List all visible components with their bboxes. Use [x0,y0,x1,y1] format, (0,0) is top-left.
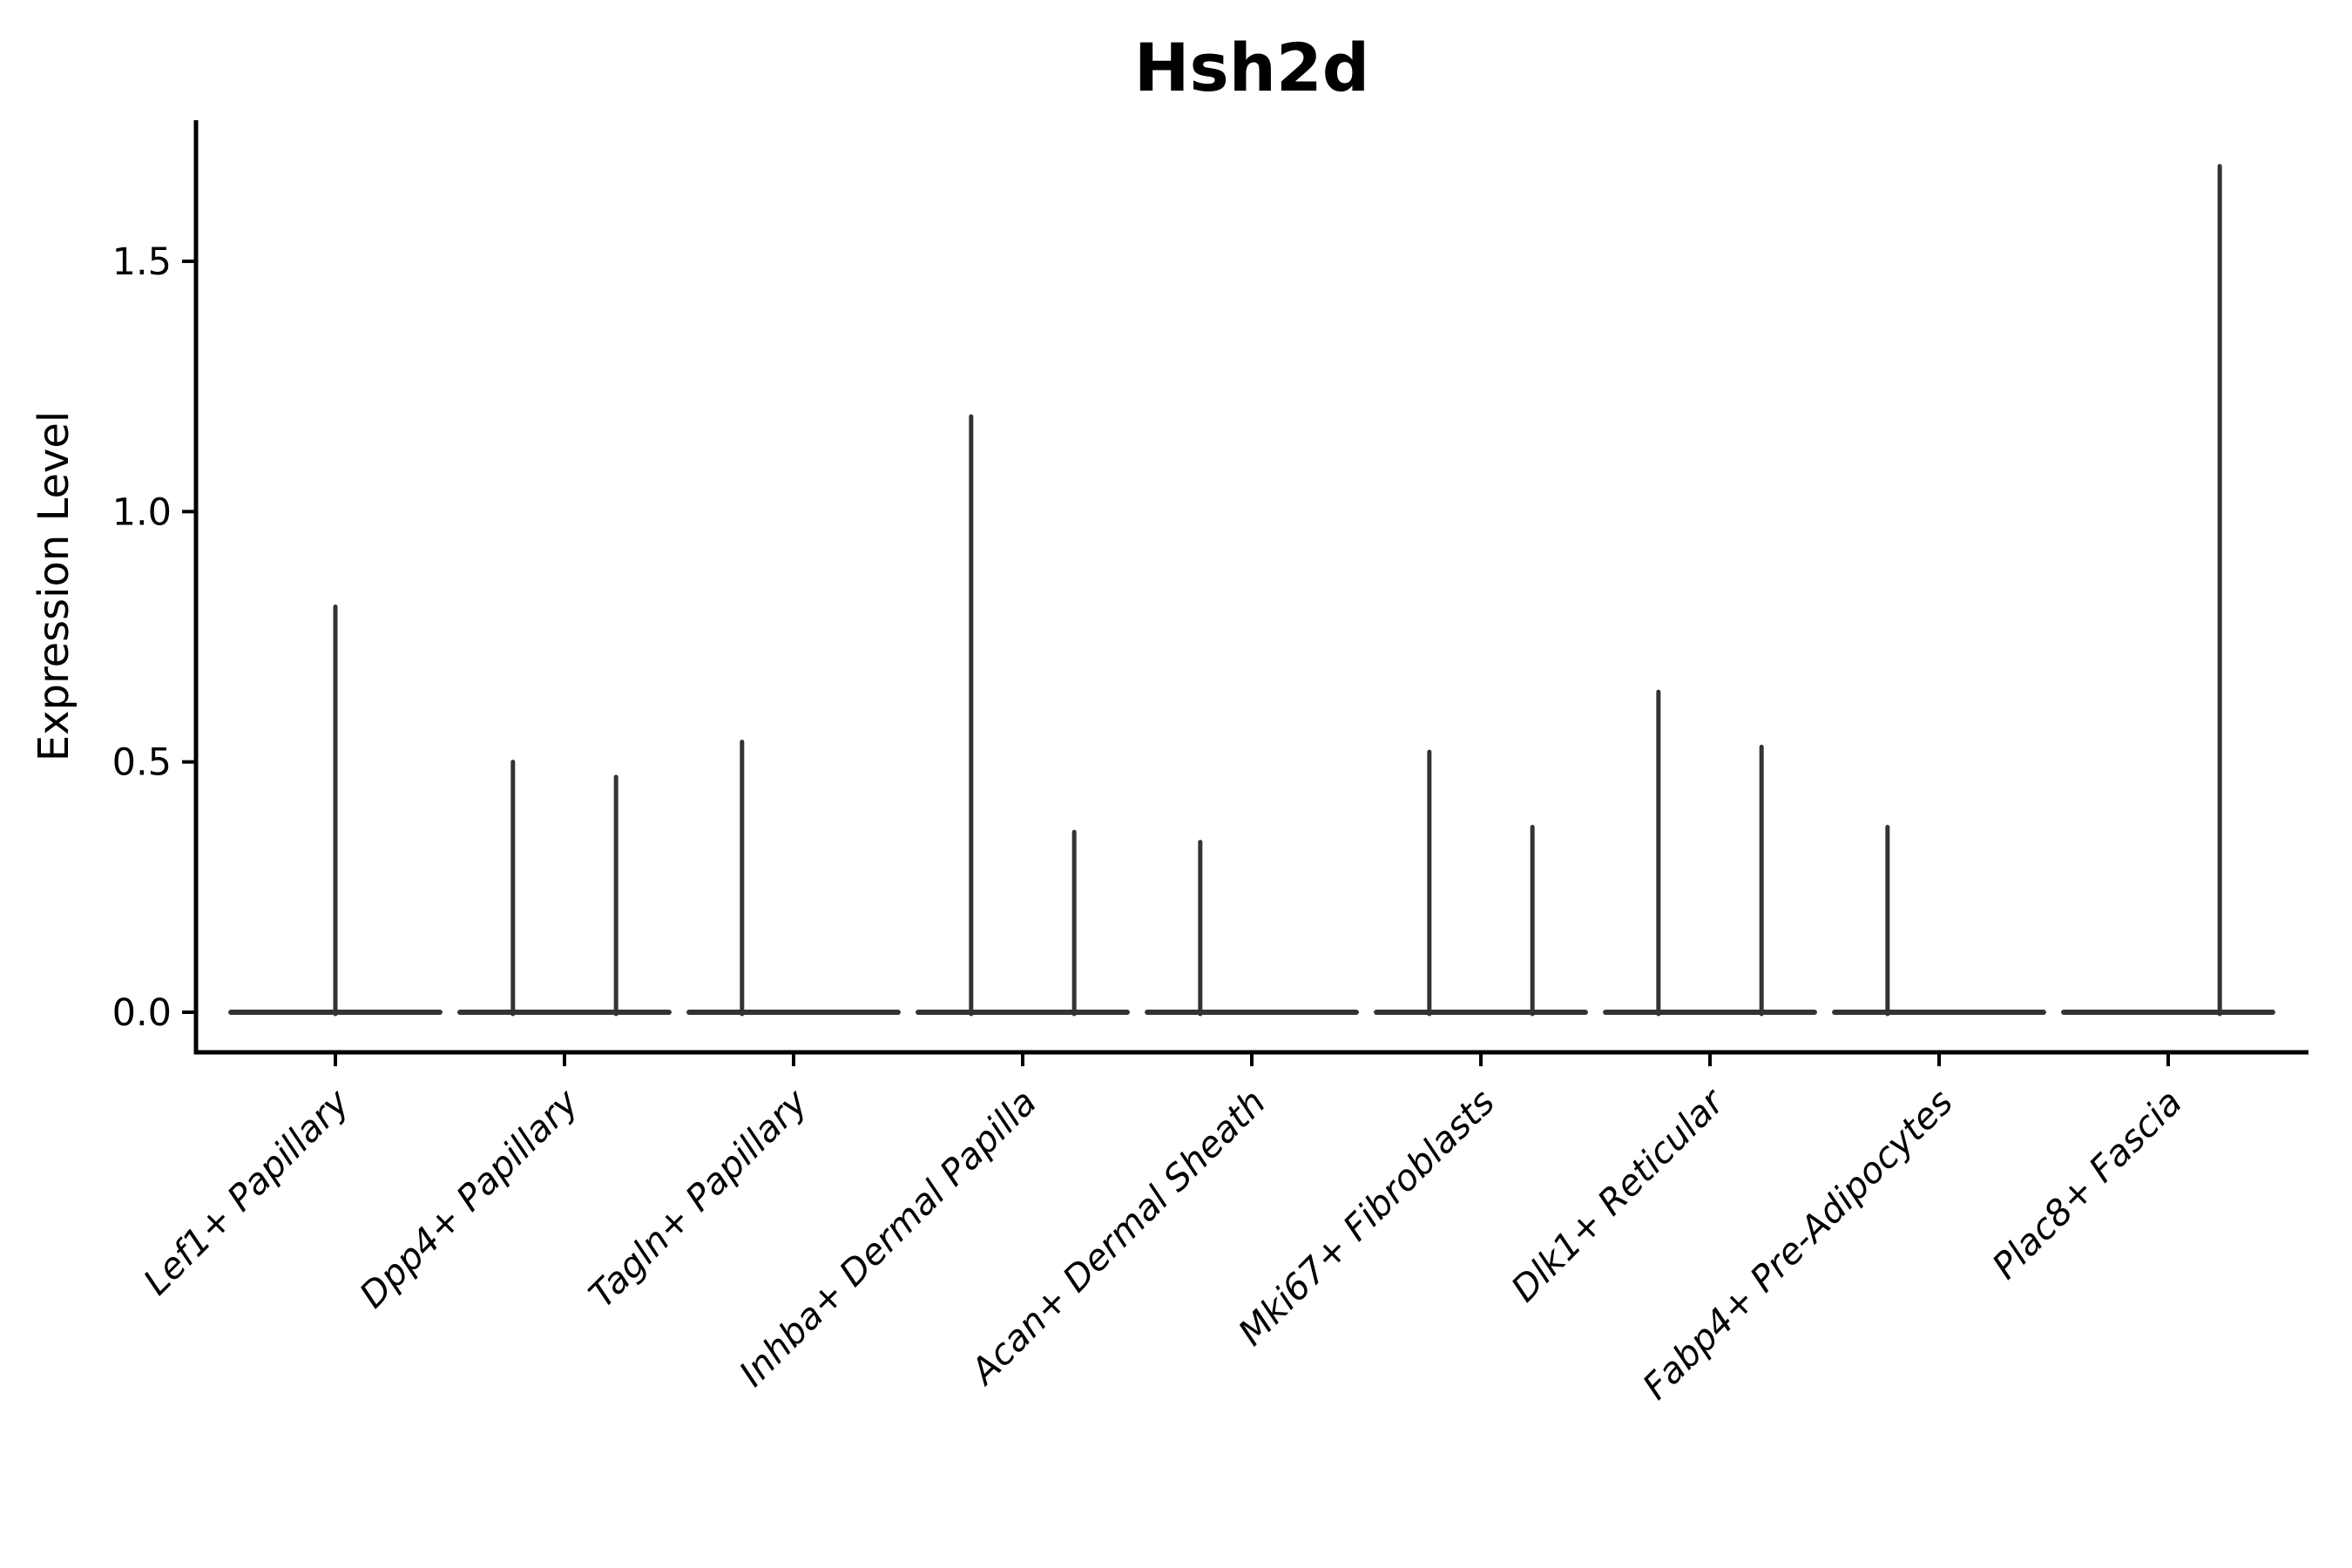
violin [457,760,672,1017]
y-tick-label: 1.0 [112,490,172,534]
violin [1145,840,1359,1017]
y-axis-label: Expression Level [30,411,78,762]
y-tick-label: 0.0 [112,991,172,1035]
violin [228,604,443,1017]
violin [2061,164,2275,1017]
y-tick-label: 1.5 [112,240,172,284]
violin [1374,749,1588,1017]
violins [228,164,2275,1017]
y-tick-label: 0.5 [112,741,172,785]
violin [1832,824,2046,1017]
violin [916,414,1130,1017]
chart-title: Hsh2d [1134,29,1369,106]
violin [1603,689,1817,1017]
violin [686,740,901,1017]
